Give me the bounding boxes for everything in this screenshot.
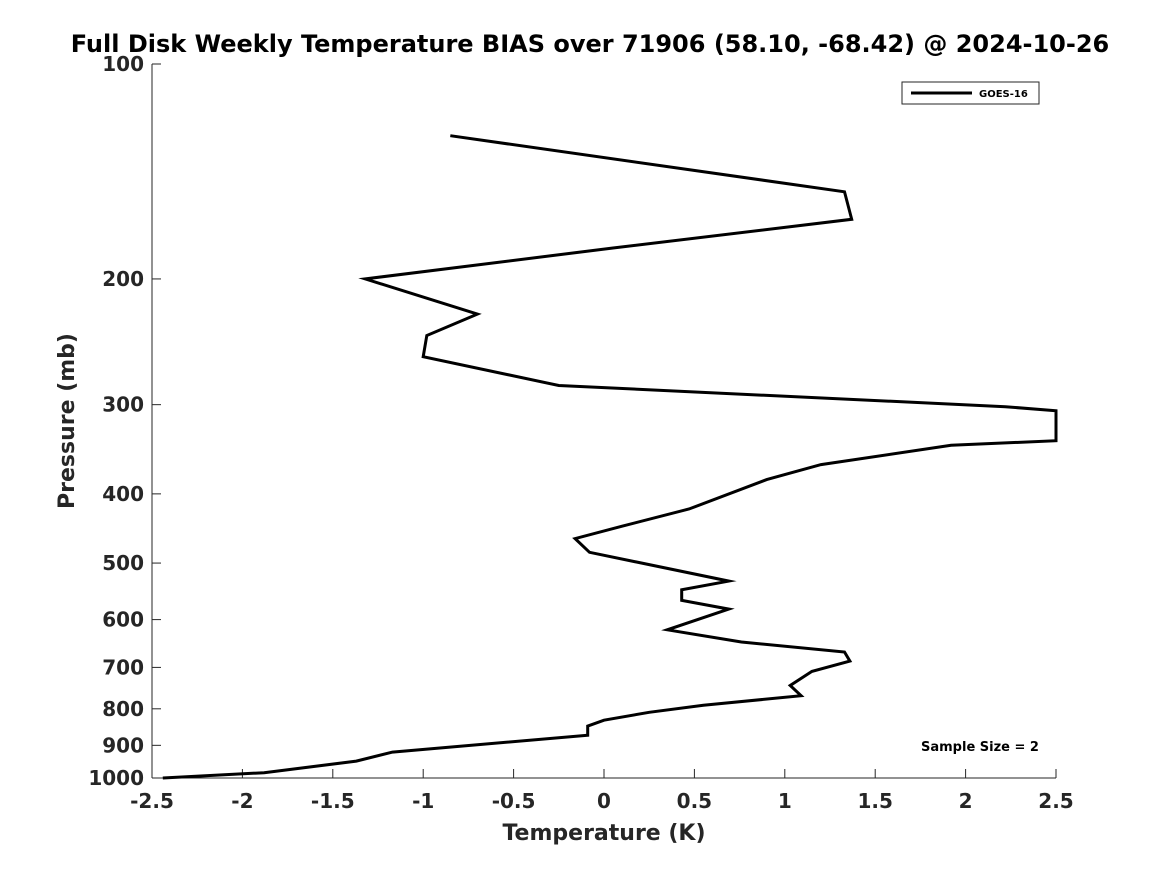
y-axis-label: Pressure (mb) xyxy=(55,333,80,509)
y-tick-label: 900 xyxy=(102,733,144,757)
x-tick-label: 0 xyxy=(597,789,611,813)
x-tick-label: -2 xyxy=(231,789,253,813)
y-tick-label: 400 xyxy=(102,482,144,506)
y-tick-label: 600 xyxy=(102,608,144,632)
y-tick-label: 200 xyxy=(102,267,144,291)
y-tick-label: 1000 xyxy=(88,766,144,790)
x-axis-label: Temperature (K) xyxy=(502,821,705,846)
x-ticks: -2.5 -2 -1.5 -1 -0.5 0 0.5 1 1.5 2 2.5 xyxy=(130,769,1074,813)
x-tick-label: -1 xyxy=(412,789,434,813)
x-tick-label: -0.5 xyxy=(492,789,536,813)
y-tick-label: 700 xyxy=(102,655,144,679)
series-line-goes-16 xyxy=(162,134,1058,780)
y-tick-label: 100 xyxy=(102,52,144,76)
y-ticks: 100 200 300 400 500 600 700 800 900 1000 xyxy=(88,52,161,790)
x-tick-label: -1.5 xyxy=(311,789,355,813)
sample-size-annotation: Sample Size = 2 xyxy=(921,740,1039,755)
chart-title: Full Disk Weekly Temperature BIAS over 7… xyxy=(71,30,1110,58)
x-tick-label: 2 xyxy=(959,789,973,813)
x-tick-label: 1 xyxy=(778,789,792,813)
x-tick-label: 1.5 xyxy=(857,789,892,813)
legend-label-goes-16: GOES-16 xyxy=(979,89,1028,100)
x-tick-label: -2.5 xyxy=(130,789,174,813)
x-tick-label: 0.5 xyxy=(677,789,712,813)
y-tick-label: 300 xyxy=(102,393,144,417)
y-tick-label: 500 xyxy=(102,551,144,575)
legend: GOES-16 xyxy=(901,81,1040,105)
x-tick-label: 2.5 xyxy=(1038,789,1073,813)
plot-area xyxy=(152,64,1056,778)
y-tick-label: 800 xyxy=(102,697,144,721)
